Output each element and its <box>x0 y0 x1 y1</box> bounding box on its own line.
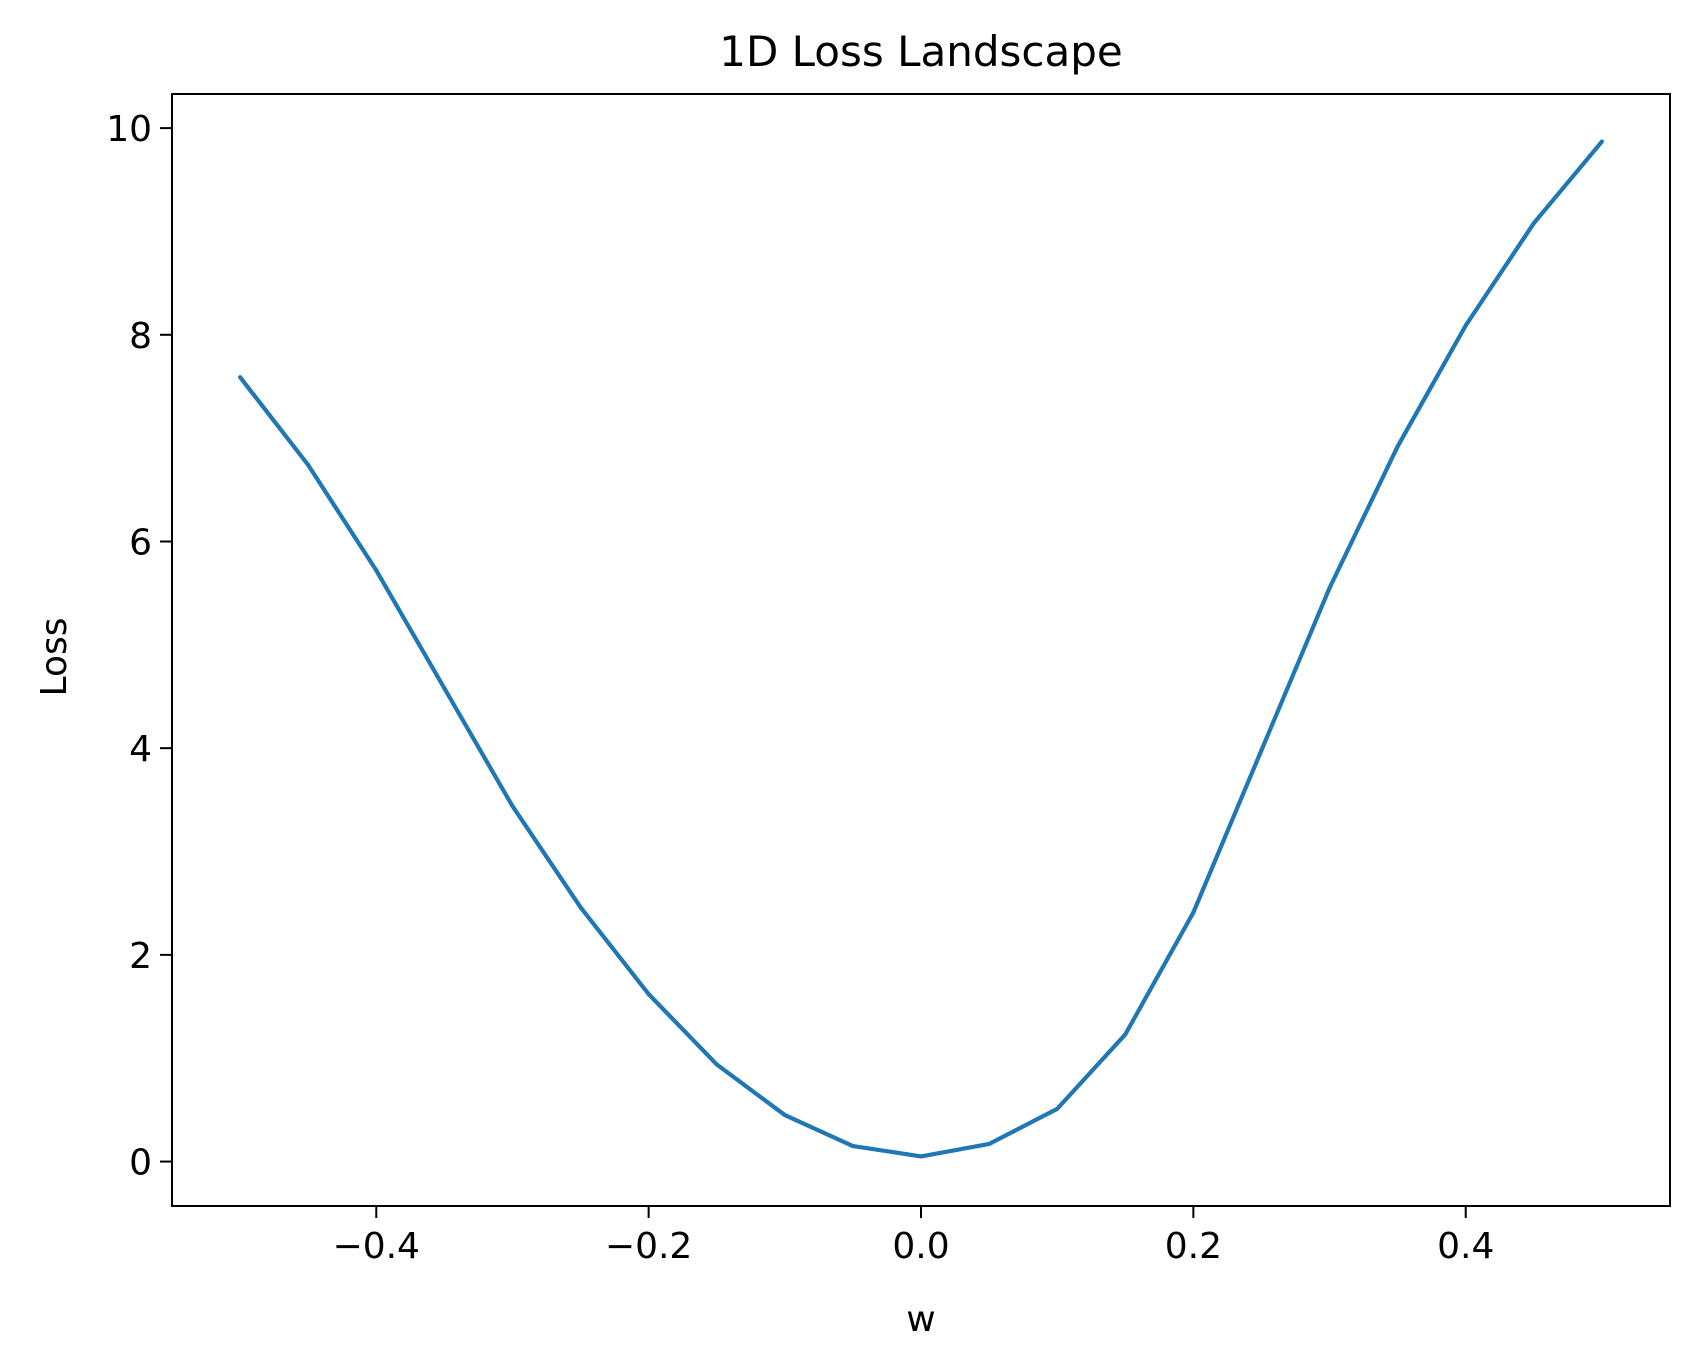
x-tick-label: −0.4 <box>333 1226 420 1267</box>
data-point-0-17 <box>1395 444 1400 449</box>
axes-frame <box>171 93 1671 1207</box>
data-point-0-13 <box>1123 1032 1128 1037</box>
data-point-0-4 <box>510 803 515 809</box>
data-point-0-16 <box>1327 585 1332 591</box>
y-tick-label: 2 <box>129 936 152 977</box>
data-point-0-7 <box>714 1062 719 1067</box>
data-point-0-19 <box>1531 221 1536 226</box>
data-point-0-15 <box>1259 748 1264 753</box>
data-point-0-2 <box>374 568 379 573</box>
y-tick-label: 0 <box>129 1143 152 1184</box>
data-point-0-1 <box>306 462 311 468</box>
data-point-0-6 <box>646 992 651 997</box>
data-point-0-20 <box>1599 139 1605 144</box>
x-axis-label: w <box>906 1299 935 1340</box>
plot-area: −0.4 −0.2 0.0 0.2 0.4 0 2 4 6 8 10 <box>106 93 1671 1267</box>
data-point-0-14 <box>1191 910 1196 915</box>
data-point-0-0 <box>237 375 243 380</box>
x-tick-label: −0.2 <box>605 1226 692 1267</box>
data-point-0-5 <box>578 905 583 910</box>
data-point-0-8 <box>782 1112 787 1118</box>
y-tick-label: 6 <box>129 522 152 563</box>
x-tick-label: 0.2 <box>1165 1226 1222 1267</box>
chart-title: 1D Loss Landscape <box>719 27 1123 76</box>
data-point-0-10 <box>918 1154 924 1159</box>
data-point-0-3 <box>442 686 447 691</box>
y-tick-label: 8 <box>129 316 152 357</box>
y-axis-label: Loss <box>34 618 75 697</box>
y-tick-label: 10 <box>106 109 152 150</box>
x-tick-label: 0.4 <box>1437 1226 1494 1267</box>
y-tick-label: 4 <box>129 729 152 770</box>
data-point-0-9 <box>850 1143 856 1149</box>
data-point-0-18 <box>1463 323 1468 328</box>
data-point-0-12 <box>1055 1106 1060 1111</box>
x-tick-label: 0.0 <box>892 1226 949 1267</box>
data-point-0-11 <box>986 1141 992 1147</box>
